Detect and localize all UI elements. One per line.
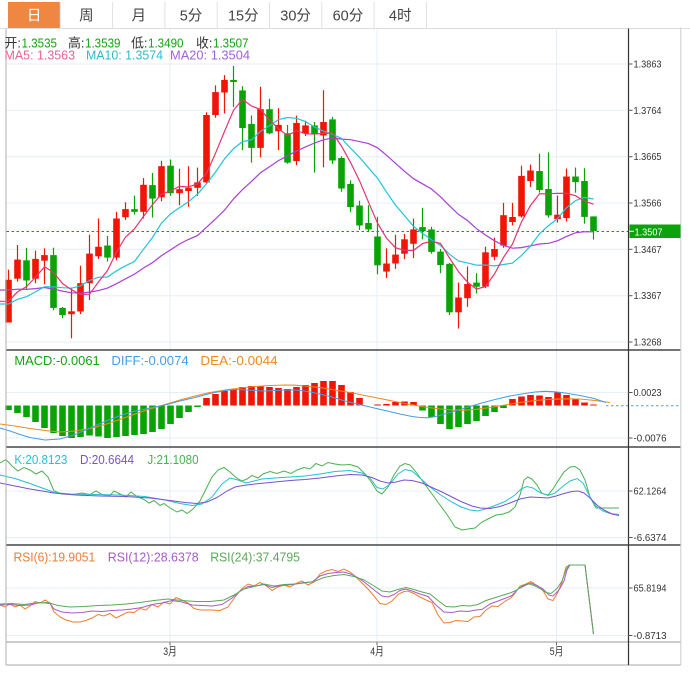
svg-text:4时: 4时	[389, 8, 412, 25]
svg-text:收:: 收:	[196, 36, 213, 51]
svg-text:1.3665: 1.3665	[634, 152, 662, 163]
svg-text:1.3566: 1.3566	[634, 199, 662, 210]
svg-text:30分: 30分	[280, 8, 311, 25]
svg-text:1.3507: 1.3507	[213, 36, 249, 51]
svg-text:RSI(24):37.4795: RSI(24):37.4795	[210, 550, 300, 565]
svg-text:1.3367: 1.3367	[634, 291, 662, 302]
svg-text:开:: 开:	[5, 36, 22, 51]
svg-text:DEA:-0.0044: DEA:-0.0044	[200, 353, 277, 368]
svg-text:DIFF:-0.0074: DIFF:-0.0074	[111, 353, 188, 368]
svg-text:-6.6374: -6.6374	[634, 533, 667, 544]
svg-text:MA5: 1.3563: MA5: 1.3563	[5, 48, 76, 63]
svg-text:5分: 5分	[180, 8, 203, 25]
svg-text:月: 月	[132, 9, 147, 25]
svg-text:0.0023: 0.0023	[634, 388, 662, 399]
svg-text:5月: 5月	[550, 646, 564, 658]
svg-text:RSI(12):28.6378: RSI(12):28.6378	[108, 550, 199, 565]
svg-text:K:20.8123: K:20.8123	[14, 452, 67, 467]
svg-text:4月: 4月	[370, 646, 384, 658]
svg-text:1.3268: 1.3268	[634, 338, 662, 349]
svg-text:1.3539: 1.3539	[85, 36, 121, 51]
svg-text:62.1264: 62.1264	[634, 487, 667, 498]
svg-text:MA10: 1.3574: MA10: 1.3574	[86, 48, 163, 63]
svg-text:RSI(6):19.9051: RSI(6):19.9051	[14, 550, 96, 565]
svg-text:-0.0076: -0.0076	[634, 434, 667, 445]
svg-text:日: 日	[27, 9, 42, 25]
svg-text:J:21.1080: J:21.1080	[147, 452, 198, 467]
svg-text:60分: 60分	[333, 8, 364, 25]
svg-text:周: 周	[79, 9, 94, 25]
svg-text:1.3490: 1.3490	[148, 36, 184, 51]
svg-text:1.3507: 1.3507	[635, 227, 663, 238]
svg-text:低:: 低:	[131, 36, 148, 51]
svg-text:D:20.6644: D:20.6644	[80, 452, 134, 467]
svg-text:MACD:-0.0061: MACD:-0.0061	[14, 353, 99, 368]
svg-text:高:: 高:	[68, 36, 85, 51]
svg-text:1.3467: 1.3467	[634, 245, 662, 256]
svg-text:1.3863: 1.3863	[634, 60, 662, 71]
svg-text:1.3764: 1.3764	[634, 106, 662, 117]
svg-text:MA20: 1.3504: MA20: 1.3504	[170, 48, 250, 63]
svg-text:1.3535: 1.3535	[22, 36, 58, 51]
svg-text:-0.8713: -0.8713	[634, 631, 667, 642]
svg-text:15分: 15分	[228, 8, 259, 25]
svg-text:3月: 3月	[163, 646, 177, 658]
svg-text:65.8194: 65.8194	[634, 584, 667, 595]
